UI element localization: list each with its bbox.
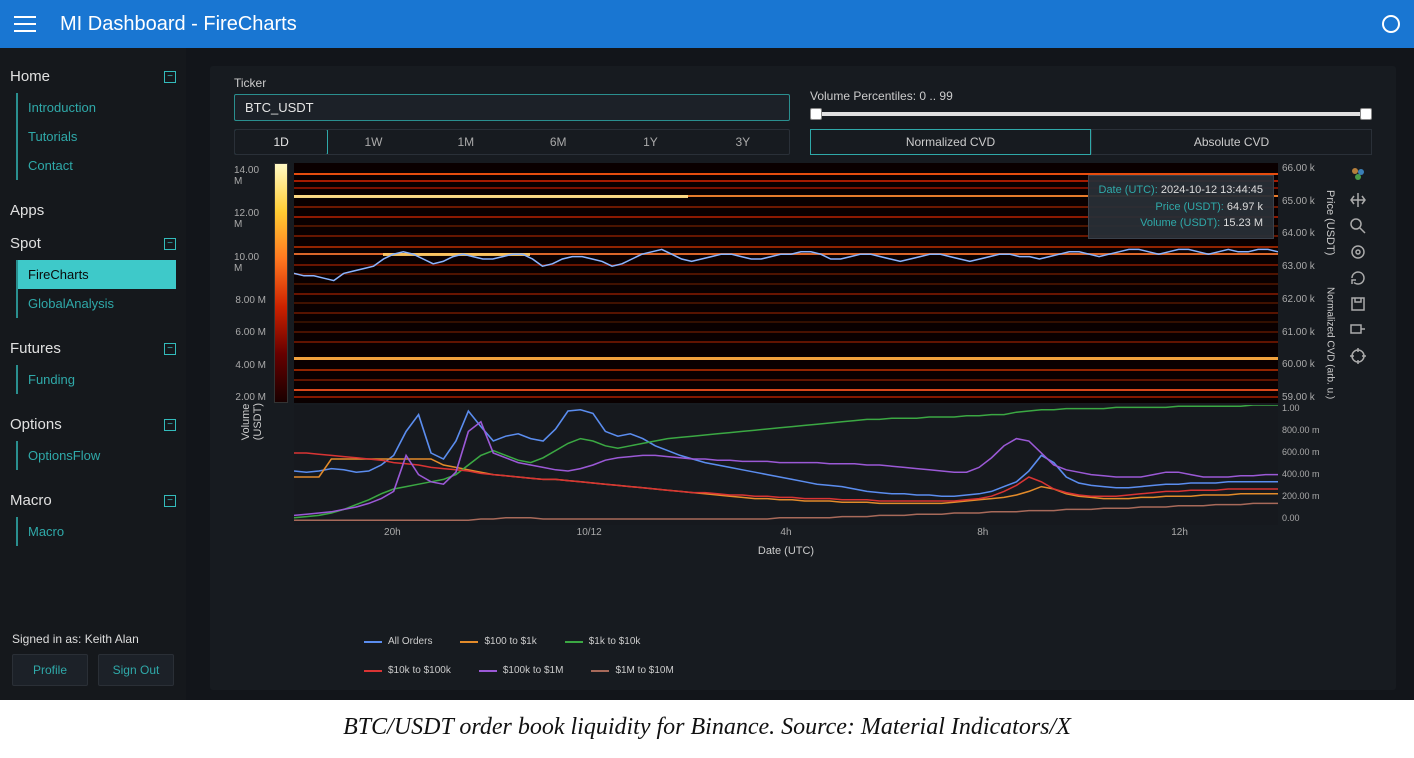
tab-3Y[interactable]: 3Y (697, 130, 789, 154)
ticker-label: Ticker (234, 76, 790, 90)
tab-1W[interactable]: 1W (327, 130, 419, 154)
sidebar-item-tutorials[interactable]: Tutorials (18, 122, 176, 151)
sidebar-head-futures[interactable]: Futures− (10, 336, 176, 361)
tab-absolute-cvd[interactable]: Absolute CVD (1091, 129, 1372, 155)
legend-item: All Orders (364, 636, 432, 647)
tab-normalized-cvd[interactable]: Normalized CVD (810, 129, 1091, 155)
cvd-tabs: Normalized CVDAbsolute CVD (810, 129, 1372, 155)
tab-1M[interactable]: 1M (420, 130, 512, 154)
sidebar-item-funding[interactable]: Funding (18, 365, 176, 394)
status-circle-icon[interactable] (1382, 15, 1400, 33)
cvd-chart[interactable] (294, 405, 1278, 525)
price-axis-ticks: 66.00 k65.00 k64.00 k63.00 k62.00 k61.00… (1278, 163, 1322, 403)
legend-item: $10k to $100k (364, 665, 451, 676)
collapse-icon[interactable]: − (164, 343, 176, 355)
volume-percentile-slider[interactable] (810, 107, 1372, 121)
hover-icon[interactable] (1349, 321, 1367, 339)
volume-percentile-label: Volume Percentiles: 0 .. 99 (810, 89, 1372, 103)
chart-panel: Ticker Volume Percentiles: 0 .. 99 (210, 66, 1396, 690)
sidebar-head-label: Apps (10, 202, 44, 219)
save-icon[interactable] (1349, 295, 1367, 313)
reset-icon[interactable] (1349, 269, 1367, 287)
sidebar-item-macro[interactable]: Macro (18, 517, 176, 546)
sidebar-item-globalanalysis[interactable]: GlobalAnalysis (18, 289, 176, 318)
sidebar: Home − IntroductionTutorialsContact Apps… (0, 48, 186, 700)
crosshair-icon[interactable] (1349, 347, 1367, 365)
legend-item: $1M to $10M (591, 665, 673, 676)
sidebar-item-optionsflow[interactable]: OptionsFlow (18, 441, 176, 470)
sidebar-head-spot[interactable]: Spot− (10, 231, 176, 256)
sidebar-head-home[interactable]: Home − (10, 64, 176, 89)
heatmap-chart[interactable]: Date (UTC): 2024-10-12 13:44:45 Price (U… (294, 163, 1278, 403)
price-axis-label: Price (USDT) (1322, 163, 1338, 283)
legend-item: $100 to $1k (460, 636, 536, 647)
volume-axis-label: Volume (USDT) (238, 403, 266, 440)
sidebar-head-apps: Apps (10, 198, 176, 223)
chart-toolbar (1344, 163, 1372, 618)
timeframe-tabs: 1D1W1M6M1Y3Y (234, 129, 790, 155)
sidebar-head-label: Home (10, 68, 50, 85)
main: Ticker Volume Percentiles: 0 .. 99 (186, 48, 1414, 700)
sidebar-head-macro[interactable]: Macro− (10, 488, 176, 513)
cvd-axis-label: Normalized CVD (arb. u.) (1322, 283, 1338, 403)
signed-in-label: Signed in as: Keith Alan (12, 632, 174, 646)
sidebar-head-options[interactable]: Options− (10, 412, 176, 437)
ticker-input[interactable] (234, 94, 790, 121)
zoom-icon[interactable] (1349, 217, 1367, 235)
sidebar-item-firecharts[interactable]: FireCharts (18, 260, 176, 289)
collapse-icon[interactable]: − (164, 419, 176, 431)
sidebar-item-introduction[interactable]: Introduction (18, 93, 176, 122)
menu-icon[interactable] (14, 16, 36, 32)
tab-1Y[interactable]: 1Y (604, 130, 696, 154)
cvd-legend: All Orders $100 to $1k $1k to $10k $10k to… (234, 636, 1372, 676)
legend-item: $1k to $10k (565, 636, 641, 647)
sidebar-item-contact[interactable]: Contact (18, 151, 176, 180)
profile-button[interactable]: Profile (12, 654, 88, 686)
chart-tooltip: Date (UTC): 2024-10-12 13:44:45 Price (U… (1088, 175, 1275, 239)
tab-1D[interactable]: 1D (234, 129, 328, 155)
image-caption: BTC/USDT order book liquidity for Binanc… (0, 700, 1414, 755)
pan-icon[interactable] (1349, 191, 1367, 209)
volume-axis-ticks: 14.00 M12.00 M10.00 M8.00 M6.00 M4.00 M2… (234, 163, 270, 403)
collapse-icon[interactable]: − (164, 71, 176, 83)
legend-item: $100k to $1M (479, 665, 564, 676)
signout-button[interactable]: Sign Out (98, 654, 174, 686)
collapse-icon[interactable]: − (164, 238, 176, 250)
wheel-zoom-icon[interactable] (1349, 243, 1367, 261)
x-axis-ticks: 20h10/124h8h12h (294, 525, 1278, 543)
tab-6M[interactable]: 6M (512, 130, 604, 154)
topbar: MI Dashboard - FireCharts (0, 0, 1414, 48)
collapse-icon[interactable]: − (164, 495, 176, 507)
app-root: MI Dashboard - FireCharts Home − Introdu… (0, 0, 1414, 700)
app-title: MI Dashboard - FireCharts (60, 13, 1382, 36)
heatmap-colorbar (274, 163, 288, 403)
bokeh-logo-icon[interactable] (1349, 165, 1367, 183)
x-axis-label: Date (UTC) (294, 545, 1278, 557)
cvd-axis-ticks: 1.00800.00 m600.00 m400.00 m200.00 m0.00 (1278, 403, 1322, 523)
